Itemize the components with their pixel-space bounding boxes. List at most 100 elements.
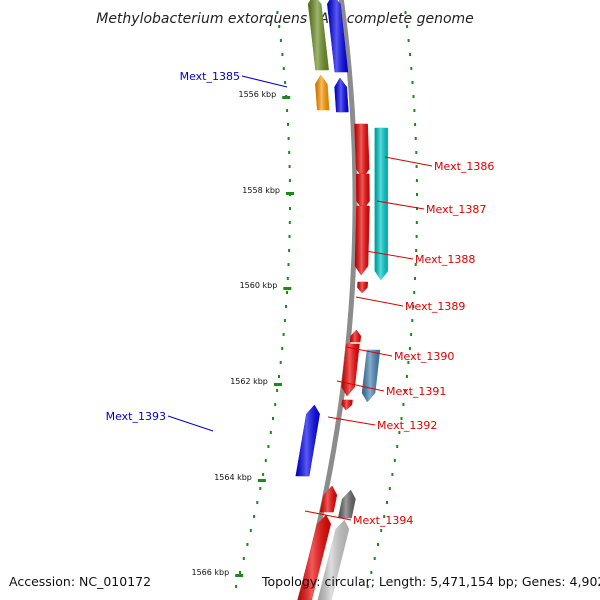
track-dot xyxy=(415,249,418,252)
gene-arrow-shade xyxy=(308,0,329,70)
track-dot xyxy=(388,487,391,490)
track-dot xyxy=(282,67,285,70)
track-dot xyxy=(366,585,369,588)
track-dot xyxy=(288,249,291,252)
track-dot xyxy=(415,235,418,238)
track-dot xyxy=(377,543,379,546)
track-dot xyxy=(287,263,290,266)
track-dot xyxy=(415,221,418,224)
label-leader-line xyxy=(167,415,214,432)
track-dot xyxy=(414,123,417,126)
label-leader-line xyxy=(384,156,433,167)
track-dot xyxy=(407,39,410,42)
track-dot xyxy=(274,403,277,406)
kbp-tick-label: 1560 kbp xyxy=(240,281,278,290)
track-dot xyxy=(386,501,388,504)
topology-text: Topology: circular; Length: 5,471,154 bp… xyxy=(261,574,600,589)
track-dot xyxy=(262,473,265,476)
label-leader-line xyxy=(355,296,404,307)
label-leader-line xyxy=(365,250,414,260)
track-dot xyxy=(415,165,418,168)
track-dot xyxy=(404,11,407,14)
kbp-tick-label: 1558 kbp xyxy=(242,186,280,195)
track-dot xyxy=(246,543,249,546)
gene-label: Mext_1391 xyxy=(386,385,446,398)
track-dot xyxy=(396,445,399,448)
track-dot xyxy=(249,529,252,532)
gene-arrow-shade xyxy=(338,490,356,518)
track-dot xyxy=(412,305,415,308)
gene-label: Mext_1394 xyxy=(353,514,413,527)
track-dot xyxy=(287,137,290,140)
track-dot xyxy=(284,81,287,84)
gene-arrow-shade xyxy=(374,128,388,280)
gene-arrow-shade xyxy=(317,520,350,600)
track-dot xyxy=(409,53,411,56)
track-dot xyxy=(286,291,288,294)
kbp-tick-label: 1562 kbp xyxy=(230,377,268,386)
track-dot xyxy=(276,11,279,14)
label-leader-line xyxy=(327,416,376,426)
label-leader-line xyxy=(336,380,385,392)
track-dot xyxy=(288,221,291,224)
gene-arrow-shade xyxy=(362,350,380,402)
gene-features xyxy=(295,0,389,600)
track-dot xyxy=(281,53,284,56)
track-dot xyxy=(380,529,383,532)
track-dot xyxy=(413,109,416,112)
gene-label: Mext_1387 xyxy=(426,203,486,216)
track-dot xyxy=(383,515,386,518)
accession-text: Accession: NC_010172 xyxy=(9,574,151,589)
track-dot xyxy=(413,291,416,294)
track-dot xyxy=(239,571,241,574)
gene-arrow-shade xyxy=(354,124,370,178)
track-dot xyxy=(412,95,415,98)
track-dot xyxy=(410,333,413,336)
track-dot xyxy=(278,25,281,28)
track-dot xyxy=(400,417,403,420)
track-dot xyxy=(411,81,414,84)
track-dot xyxy=(404,389,407,392)
gene-arrow-shade xyxy=(350,330,361,342)
kbp-tick-label: 1566 kbp xyxy=(191,568,229,577)
tick-track xyxy=(235,11,418,588)
kbp-ticks: 1556 kbp 1558 kbp 1560 kbp 1562 kbp 1564 kbp… xyxy=(191,90,294,577)
gene-label: Mext_1392 xyxy=(377,419,437,432)
track-dot xyxy=(415,151,418,154)
kbp-tick-mark xyxy=(283,287,292,290)
gene-arrow-shade xyxy=(334,78,349,112)
track-dot xyxy=(235,585,238,588)
track-dot xyxy=(283,319,286,322)
track-dot xyxy=(286,277,289,280)
label-leader-line xyxy=(376,200,425,210)
track-dot xyxy=(242,557,245,560)
gene-label: Mext_1388 xyxy=(415,253,475,266)
track-dot xyxy=(370,571,373,574)
kbp-tick-mark xyxy=(273,383,282,386)
track-dot xyxy=(407,361,410,364)
kbp-tick-label: 1564 kbp xyxy=(214,473,252,482)
gene-label: Mext_1390 xyxy=(394,350,454,363)
label-leader-line xyxy=(304,510,352,521)
gene-arrow-shade xyxy=(295,405,320,476)
track-dot xyxy=(278,375,280,378)
track-dot xyxy=(272,417,274,420)
gene-arrow-shade xyxy=(297,515,331,600)
track-dot xyxy=(288,151,291,154)
kbp-tick-mark xyxy=(257,479,266,482)
track-dot xyxy=(286,109,289,112)
label-leader-line xyxy=(241,75,288,88)
track-dot xyxy=(279,39,282,42)
track-dot xyxy=(264,459,267,462)
track-dot xyxy=(393,459,396,462)
track-dot xyxy=(402,403,405,406)
gene-arrow-shade xyxy=(327,0,348,72)
gene-label: Mext_1385 xyxy=(180,70,240,83)
track-dot xyxy=(391,473,394,476)
track-dot xyxy=(256,501,259,504)
kbp-tick-label: 1556 kbp xyxy=(238,90,276,99)
track-dot xyxy=(416,207,418,210)
track-dot xyxy=(279,361,282,364)
track-dot xyxy=(405,375,408,378)
